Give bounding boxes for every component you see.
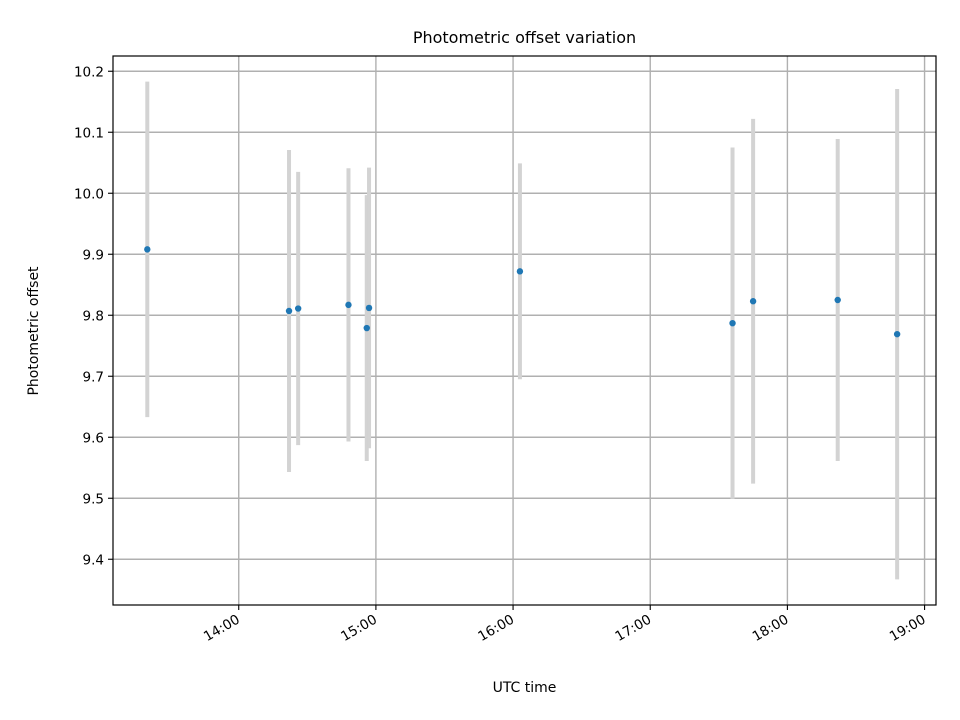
data-point xyxy=(345,301,352,309)
data-point xyxy=(834,296,841,304)
y-tick-label: 9.9 xyxy=(83,247,104,263)
data-point xyxy=(516,268,524,275)
data-points xyxy=(144,246,901,338)
error-bars xyxy=(145,81,900,580)
plot-frame xyxy=(112,55,937,606)
data-point xyxy=(294,305,302,312)
y-axis-label: Photometric offset xyxy=(26,266,42,396)
data-point xyxy=(729,319,736,327)
x-axis-label: UTC time xyxy=(493,680,557,696)
y-tick-label: 9.6 xyxy=(83,430,104,446)
x-tick-label: 16:00 xyxy=(475,612,517,645)
data-point xyxy=(144,246,151,253)
y-axis-ticks: 9.4 9.5 9.6 9.7 9.8 9.9 10.0 10.1 10.2 xyxy=(74,64,113,568)
data-point xyxy=(285,307,293,315)
x-tick-label: 19:00 xyxy=(887,612,929,645)
y-tick-label: 10.2 xyxy=(74,64,104,80)
y-tick-label: 9.4 xyxy=(83,552,104,568)
x-tick-label: 18:00 xyxy=(750,612,792,645)
y-tick-label: 9.5 xyxy=(83,491,104,507)
data-point xyxy=(749,298,757,305)
y-tick-label: 10.0 xyxy=(74,186,104,202)
y-tick-label: 9.7 xyxy=(83,369,104,385)
data-point xyxy=(893,330,901,338)
data-point xyxy=(363,324,370,332)
grid xyxy=(113,56,936,605)
chart-title: Photometric offset variation xyxy=(413,28,636,47)
x-tick-label: 14:00 xyxy=(201,612,243,645)
y-tick-label: 10.1 xyxy=(74,125,104,141)
data-point xyxy=(365,304,373,312)
x-tick-label: 15:00 xyxy=(338,612,380,645)
x-tick-label: 17:00 xyxy=(613,612,655,645)
x-axis-ticks: 14:00 15:00 16:00 17:00 18:00 19:00 xyxy=(201,605,929,645)
y-tick-label: 9.8 xyxy=(83,308,104,324)
